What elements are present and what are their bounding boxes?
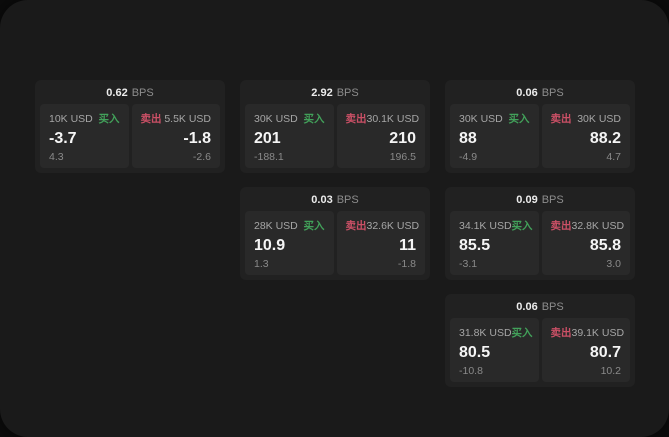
buy-side-label: 买入 [98, 113, 120, 125]
sell-quote-tile[interactable]: 卖出 30.1K USD 210 196.5 [336, 104, 425, 168]
sell-amount: 30.1K USD [366, 112, 420, 125]
buy-change: -4.9 [459, 150, 478, 163]
sell-change: 10.2 [600, 364, 621, 377]
buy-quote-tile[interactable]: 28K USD 买入 10.9 1.3 [245, 211, 334, 275]
card-header: 0.09 BPS [450, 191, 630, 209]
sell-change: -1.8 [397, 257, 416, 270]
buy-change: -188.1 [254, 150, 284, 163]
quote-card-6: 0.06 BPS 31.8K USD 买入 80.5 -10.8 卖出 39.1K… [445, 294, 635, 387]
quote-card-4: 0.03 BPS 28K USD 买入 10.9 1.3 卖出 32.6K USD [240, 187, 430, 280]
buy-amount: 30K USD [254, 112, 298, 125]
sell-price: -1.8 [183, 129, 211, 147]
quote-card-3: 0.06 BPS 30K USD 买入 88 -4.9 卖出 30K USD [445, 80, 635, 173]
buy-price: 80.5 [459, 343, 491, 361]
buy-amount: 30K USD [459, 112, 503, 125]
bps-value: 0.03 [311, 194, 333, 206]
quote-card-grid: 0.62 BPS 10K USD 买入 -3.7 4.3 卖出 5.5K USD [35, 80, 635, 387]
bps-label: BPS [541, 301, 564, 313]
sell-amount: 30K USD [577, 112, 621, 125]
bps-value: 0.09 [516, 194, 538, 206]
sell-price: 210 [389, 129, 416, 147]
bps-value: 0.06 [516, 87, 538, 99]
buy-quote-tile[interactable]: 30K USD 买入 201 -188.1 [245, 104, 334, 168]
sell-price: 11 [399, 236, 416, 254]
sell-change: -2.6 [192, 150, 211, 163]
sell-side-label: 卖出 [550, 220, 572, 232]
sell-side-label: 卖出 [345, 220, 367, 232]
sell-price: 88.2 [589, 129, 621, 147]
sell-change: 3.0 [606, 257, 621, 270]
buy-amount: 31.8K USD [459, 326, 512, 339]
buy-price: 201 [254, 129, 281, 147]
sell-price: 85.8 [589, 236, 621, 254]
bps-label: BPS [131, 87, 154, 99]
quote-card-2: 2.92 BPS 30K USD 买入 201 -188.1 卖出 30.1K U… [240, 80, 430, 173]
buy-change: -10.8 [459, 364, 483, 377]
buy-amount: 28K USD [254, 219, 298, 232]
bps-value: 2.92 [311, 87, 333, 99]
buy-price: 88 [459, 129, 477, 147]
sell-change: 196.5 [389, 150, 416, 163]
buy-amount: 34.1K USD [459, 219, 512, 232]
buy-side-label: 买入 [511, 220, 533, 232]
bps-label: BPS [336, 194, 359, 206]
buy-change: 4.3 [49, 150, 64, 163]
bps-value: 0.06 [516, 301, 538, 313]
sell-amount: 39.1K USD [571, 326, 625, 339]
card-header: 0.06 BPS [450, 84, 630, 102]
buy-change: -3.1 [459, 257, 478, 270]
card-header: 0.03 BPS [245, 191, 425, 209]
card-header: 2.92 BPS [245, 84, 425, 102]
sell-side-label: 卖出 [550, 327, 572, 339]
card-header: 0.62 BPS [40, 84, 220, 102]
sell-quote-tile[interactable]: 卖出 32.6K USD 11 -1.8 [336, 211, 425, 275]
buy-quote-tile[interactable]: 31.8K USD 买入 80.5 -10.8 [450, 318, 539, 382]
sell-price: 80.7 [589, 343, 621, 361]
sell-quote-tile[interactable]: 卖出 30K USD 88.2 4.7 [541, 104, 630, 168]
buy-quote-tile[interactable]: 10K USD 买入 -3.7 4.3 [40, 104, 129, 168]
bps-label: BPS [336, 87, 359, 99]
sell-quote-tile[interactable]: 卖出 5.5K USD -1.8 -2.6 [131, 104, 220, 168]
buy-amount: 10K USD [49, 112, 93, 125]
buy-side-label: 买入 [303, 220, 325, 232]
buy-side-label: 买入 [508, 113, 530, 125]
sell-amount: 32.6K USD [366, 219, 420, 232]
sell-side-label: 卖出 [345, 113, 367, 125]
sell-amount: 5.5K USD [164, 112, 211, 125]
buy-price: 10.9 [254, 236, 286, 254]
buy-quote-tile[interactable]: 30K USD 买入 88 -4.9 [450, 104, 539, 168]
bps-label: BPS [541, 194, 564, 206]
buy-price: -3.7 [49, 129, 77, 147]
buy-quote-tile[interactable]: 34.1K USD 买入 85.5 -3.1 [450, 211, 539, 275]
buy-price: 85.5 [459, 236, 491, 254]
buy-side-label: 买入 [511, 327, 533, 339]
sell-amount: 32.8K USD [571, 219, 625, 232]
sell-side-label: 卖出 [550, 113, 572, 125]
sell-side-label: 卖出 [140, 113, 162, 125]
bps-value: 0.62 [106, 87, 128, 99]
card-header: 0.06 BPS [450, 298, 630, 316]
bps-label: BPS [541, 87, 564, 99]
buy-change: 1.3 [254, 257, 269, 270]
buy-side-label: 买入 [303, 113, 325, 125]
quote-card-5: 0.09 BPS 34.1K USD 买入 85.5 -3.1 卖出 32.8K … [445, 187, 635, 280]
sell-quote-tile[interactable]: 卖出 39.1K USD 80.7 10.2 [541, 318, 630, 382]
sell-change: 4.7 [606, 150, 621, 163]
quote-card-1: 0.62 BPS 10K USD 买入 -3.7 4.3 卖出 5.5K USD [35, 80, 225, 173]
sell-quote-tile[interactable]: 卖出 32.8K USD 85.8 3.0 [541, 211, 630, 275]
